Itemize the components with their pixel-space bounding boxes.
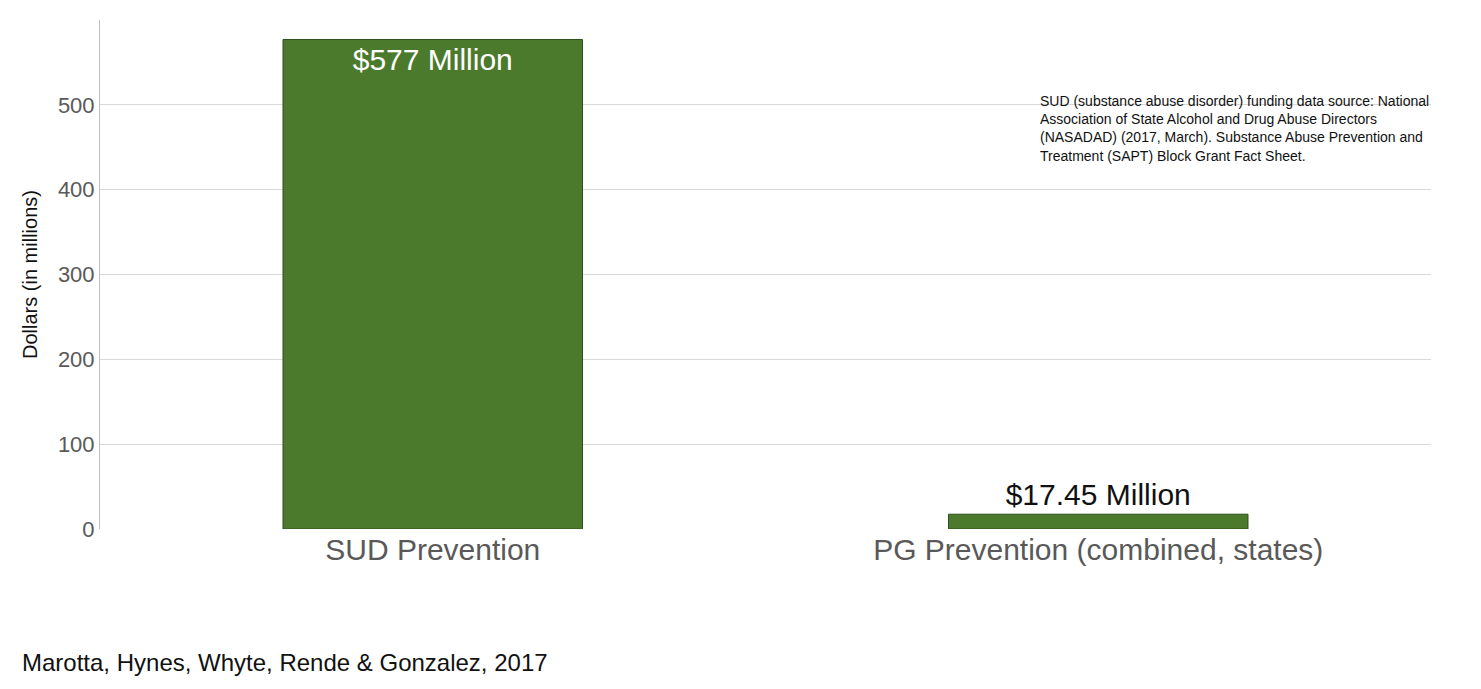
svg-text:SUD Prevention: SUD Prevention <box>325 533 540 566</box>
svg-text:Marotta, Hynes, Whyte, Rende &: Marotta, Hynes, Whyte, Rende & Gonzalez,… <box>22 649 548 676</box>
svg-text:0: 0 <box>82 517 94 542</box>
svg-text:$17.45 Million: $17.45 Million <box>1006 478 1191 511</box>
svg-text:500: 500 <box>58 93 95 118</box>
svg-text:Dollars (in millions): Dollars (in millions) <box>19 190 41 359</box>
svg-text:PG Prevention (combined, state: PG Prevention (combined, states) <box>873 533 1323 566</box>
svg-text:400: 400 <box>58 177 95 202</box>
svg-text:200: 200 <box>58 347 95 372</box>
svg-text:100: 100 <box>58 432 95 457</box>
svg-text:300: 300 <box>58 262 95 287</box>
svg-text:SUD (substance abuse disorder): SUD (substance abuse disorder) funding d… <box>1040 93 1429 164</box>
svg-text:$577 Million: $577 Million <box>353 43 513 76</box>
